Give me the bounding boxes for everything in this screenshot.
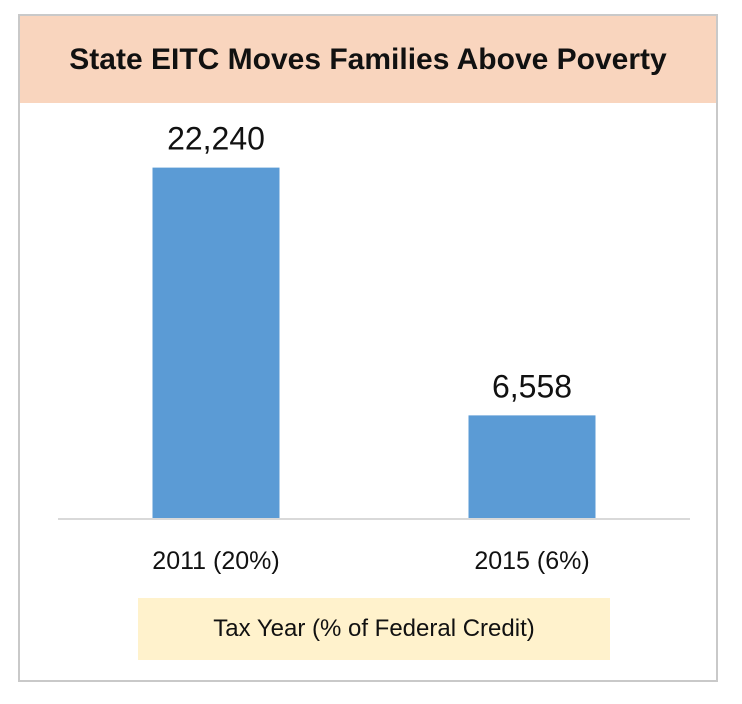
x-axis-title: Tax Year (% of Federal Credit) xyxy=(213,615,535,642)
data-label-1: 6,558 xyxy=(492,368,572,404)
x-tick-label-1: 2015 (6%) xyxy=(474,547,589,575)
data-label-0: 22,240 xyxy=(167,121,265,157)
title-band: State EITC Moves Families Above Poverty xyxy=(20,16,716,103)
labels-layer: 22,240 2011 (20%) 6,558 2015 (6%) xyxy=(152,121,589,575)
x-axis-title-box: Tax Year (% of Federal Credit) xyxy=(138,598,610,660)
bars-layer xyxy=(152,167,596,519)
chart-title: State EITC Moves Families Above Poverty xyxy=(69,42,667,76)
bar-1 xyxy=(468,415,596,519)
chart-frame: State EITC Moves Families Above Poverty xyxy=(18,14,718,682)
bar-0 xyxy=(152,167,280,519)
x-tick-label-0: 2011 (20%) xyxy=(152,547,279,575)
